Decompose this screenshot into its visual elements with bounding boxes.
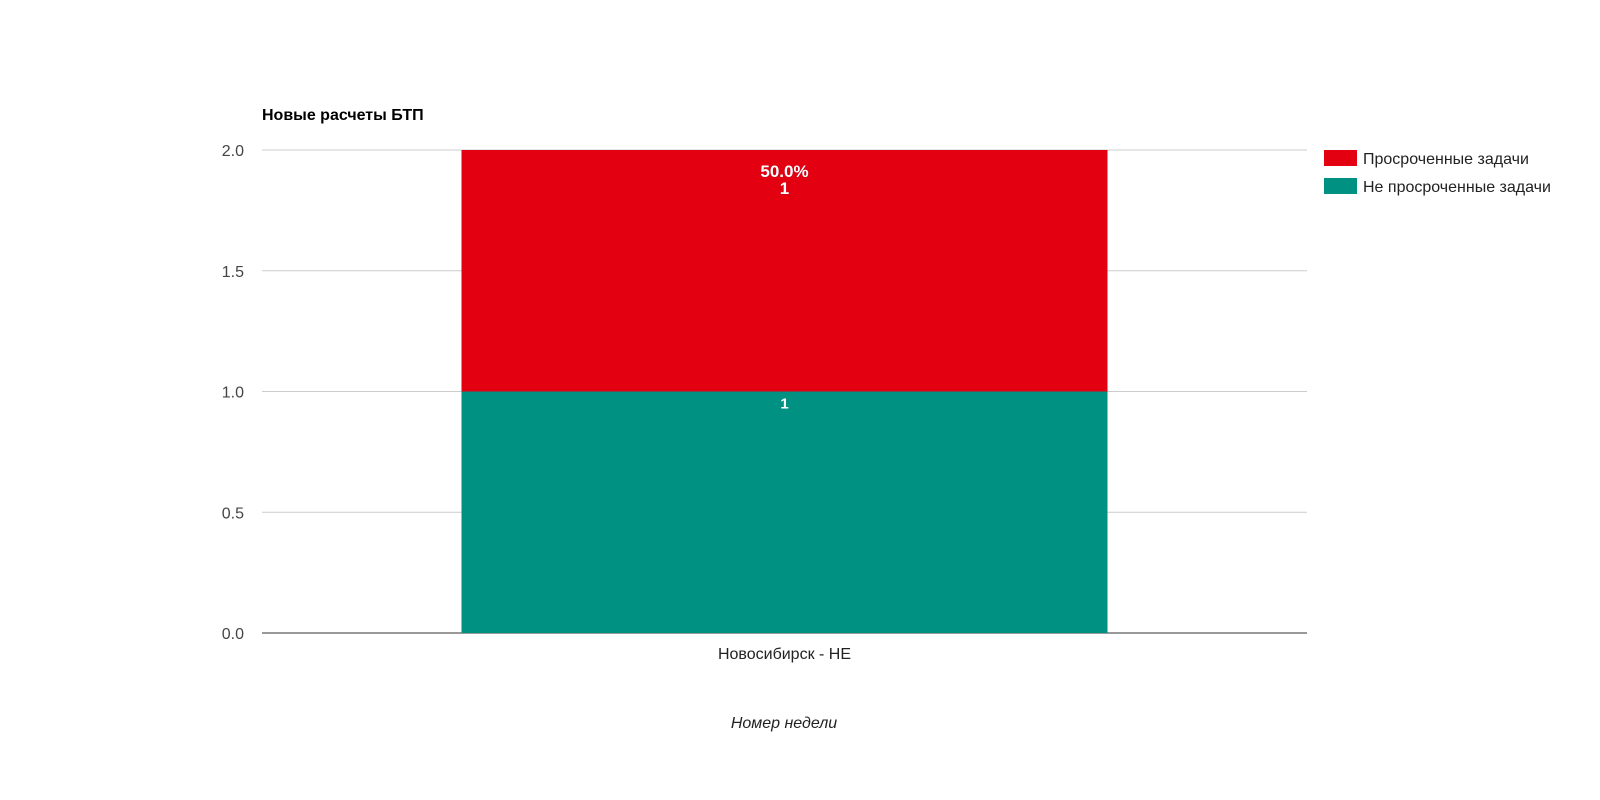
y-tick-label: 0.5 [222,505,244,522]
y-tick-label: 1.0 [222,385,244,402]
bar-data-label: 50.0% [760,162,808,181]
bars: 150.0%1 [461,150,1108,633]
y-tick-label: 2.0 [222,143,244,160]
x-axis-title: Номер недели [731,715,837,732]
bar-data-label: 1 [780,396,788,413]
y-axis-ticks: 0.0 0.5 1.0 1.5 2.0 [222,143,244,643]
legend-swatch [1324,178,1357,194]
bar-segment [461,391,1108,633]
legend-item: Не просроченные задачи [1324,178,1551,196]
x-axis-ticks: Новосибирск - НЕ [718,646,851,663]
y-tick-label: 1.5 [222,264,244,281]
legend-item: Просроченные задачи [1324,150,1529,168]
chart-title: Новые расчеты БТП [262,107,424,124]
legend-swatch [1324,150,1357,166]
x-tick-label: Новосибирск - НЕ [718,646,851,663]
legend-label: Просроченные задачи [1363,151,1529,168]
legend: Просроченные задачи Не просроченные задач… [1324,150,1551,196]
legend-label: Не просроченные задачи [1363,179,1551,196]
bar-data-label: 1 [780,179,789,198]
bar-segment [461,150,1108,392]
y-tick-label: 0.0 [222,626,244,643]
